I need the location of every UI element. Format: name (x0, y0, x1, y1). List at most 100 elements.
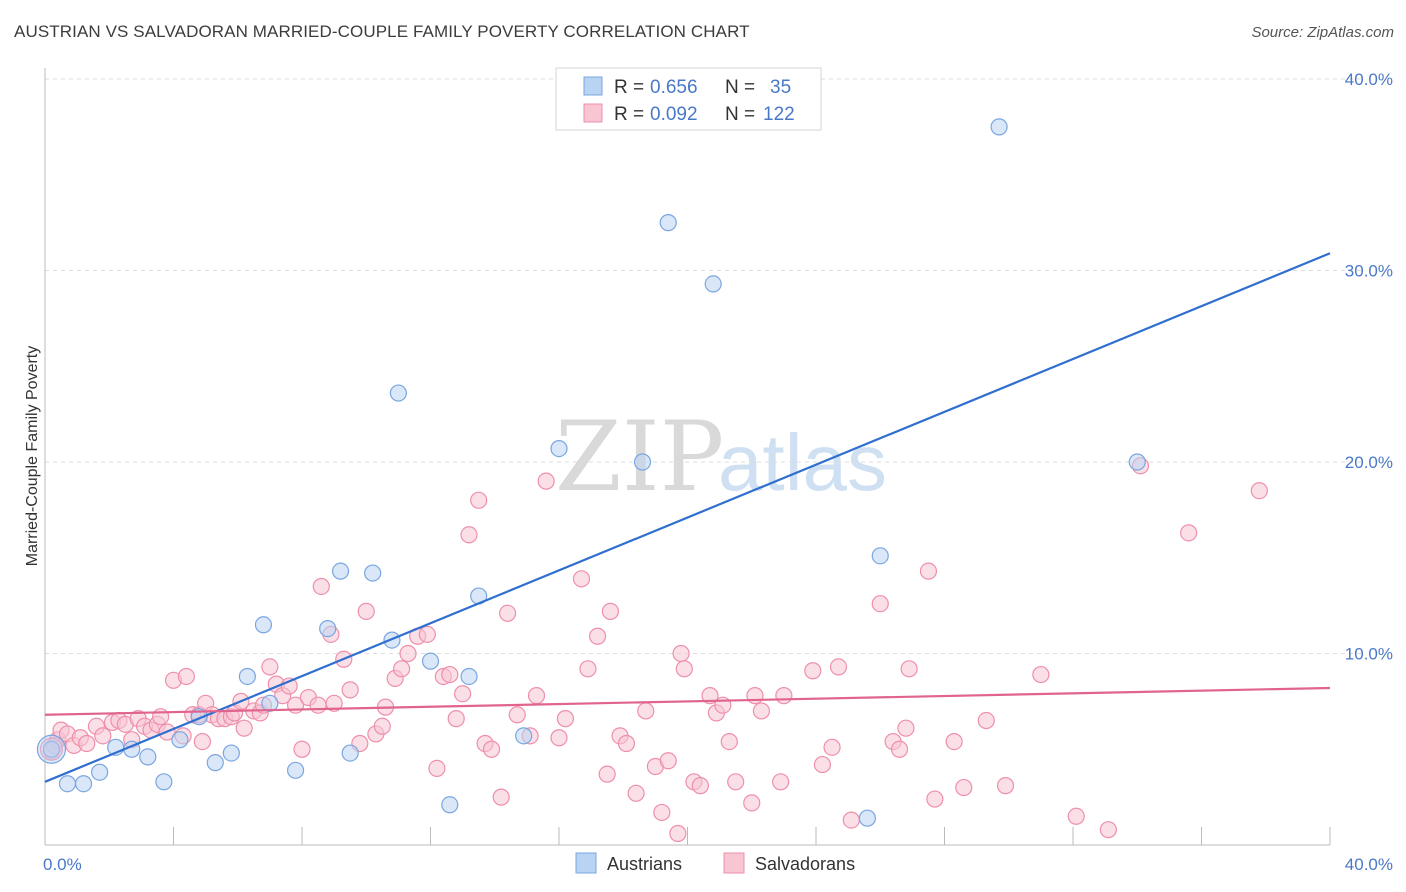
salvadorans-point (1032, 665, 1050, 684)
austrians-point (990, 118, 1008, 136)
salvadorans-point (94, 727, 112, 745)
austrians-point (858, 809, 877, 827)
austrians-point (460, 667, 478, 686)
legend-n-value-salvadorans: 122 (763, 104, 795, 125)
salvadorans-point (743, 794, 761, 812)
salvadorans-point (193, 732, 212, 751)
salvadorans-point (601, 602, 620, 620)
austrians-point (704, 275, 722, 293)
chart-title: AUSTRIAN VS SALVADORAN MARRIED-COUPLE FA… (14, 22, 750, 41)
austrians-point (261, 694, 279, 712)
austrians-trend-line (44, 252, 1331, 783)
salvadorans-point (653, 803, 671, 822)
salvadorans-point (926, 790, 944, 808)
salvadorans-point (1250, 482, 1268, 500)
salvadorans-points (39, 457, 1268, 843)
salvadorans-point (293, 740, 311, 758)
salvadorans-point (900, 660, 918, 678)
salvadorans-point (492, 788, 510, 806)
axes (44, 68, 1331, 846)
salvadorans-point (312, 577, 330, 596)
austrians-point (58, 775, 77, 793)
salvadorans-point (955, 778, 973, 797)
legend-n-label-salvadorans: N = (725, 104, 755, 125)
salvadorans-point (842, 811, 860, 829)
austrians-point (871, 547, 889, 565)
legend-swatch-salvadorans (583, 103, 603, 123)
salvadorans-point (357, 602, 375, 620)
salvadorans-point (804, 662, 822, 680)
salvadorans-point (441, 665, 459, 684)
legend-n-label-austrians: N = (725, 77, 755, 98)
salvadorans-point (919, 562, 938, 580)
legend-r-label-salvadorans: R = (614, 104, 644, 125)
salvadorans-point (871, 595, 889, 613)
salvadorans-point (637, 702, 655, 720)
legend-n-value-austrians: 35 (770, 77, 791, 98)
x-tick-label: 0.0% (43, 855, 82, 874)
salvadorans-point (399, 644, 417, 663)
salvadorans-point (454, 685, 472, 703)
austrians-point (389, 384, 407, 402)
legend-r-label-austrians: R = (614, 77, 644, 98)
salvadorans-point (460, 526, 478, 544)
salvadorans-point (482, 740, 501, 758)
gridlines (45, 78, 1365, 654)
salvadorans-point (392, 660, 411, 678)
austrians-point (206, 754, 224, 772)
austrians-point (441, 796, 459, 814)
salvadorans-point (447, 710, 465, 728)
salvadorans-point (550, 729, 568, 747)
salvadorans-point (746, 687, 764, 705)
salvadorans-point (996, 777, 1015, 795)
salvadorans-point (556, 710, 575, 728)
x-tick-labels: 0.0% 40.0% (43, 855, 1393, 874)
salvadorans-point (177, 667, 195, 686)
salvadorans-point (701, 687, 719, 705)
salvadorans-point (727, 773, 745, 791)
salvadorans-point (537, 472, 555, 490)
austrians-point (171, 731, 189, 749)
salvadorans-point (572, 570, 591, 588)
austrians-point (139, 748, 157, 766)
austrians-point (222, 744, 240, 762)
salvadorans-point (627, 784, 645, 802)
austrians-point (421, 652, 440, 670)
austrians-point (155, 773, 173, 791)
austrians-point (331, 562, 350, 580)
salvadorans-point (823, 738, 841, 756)
salvadorans-point (659, 752, 677, 770)
austrians-point (286, 761, 305, 779)
watermark-atlas: atlas (718, 418, 887, 507)
salvadorans-point (669, 824, 687, 843)
salvadorans-point (527, 687, 546, 705)
series-legend: Austrians Salvadorans (575, 852, 855, 874)
austrians-points (36, 118, 1146, 827)
legend-r-value-austrians: 0.656 (650, 77, 698, 98)
salvadorans-point (945, 732, 963, 751)
austrians-point-cluster (36, 734, 67, 764)
legend-swatch-austrians (583, 76, 603, 96)
bottom-legend-swatch-austrians (575, 852, 597, 874)
y-tick-label: 40.0% (1345, 70, 1393, 89)
salvadorans-point (772, 773, 790, 791)
salvadorans-point (752, 702, 770, 720)
austrians-point (254, 616, 273, 634)
salvadorans-point (1067, 807, 1085, 825)
source-credit: Source: ZipAtlas.com (1251, 24, 1394, 41)
x-tick-label: 40.0% (1345, 855, 1393, 874)
y-tick-label: 10.0% (1345, 645, 1393, 664)
salvadorans-point (235, 719, 253, 737)
salvadorans-point (309, 696, 327, 714)
salvadorans-point (672, 644, 690, 663)
austrians-point (550, 439, 568, 458)
trend-lines (44, 252, 1331, 783)
y-tick-label: 20.0% (1345, 453, 1393, 472)
austrians-point (364, 564, 382, 582)
austrians-point (1128, 453, 1146, 471)
austrians-point (319, 620, 337, 638)
salvadorans-point (152, 708, 170, 726)
salvadorans-trend-line (44, 686, 1331, 716)
salvadorans-point (720, 732, 738, 751)
austrians-point (42, 740, 61, 758)
